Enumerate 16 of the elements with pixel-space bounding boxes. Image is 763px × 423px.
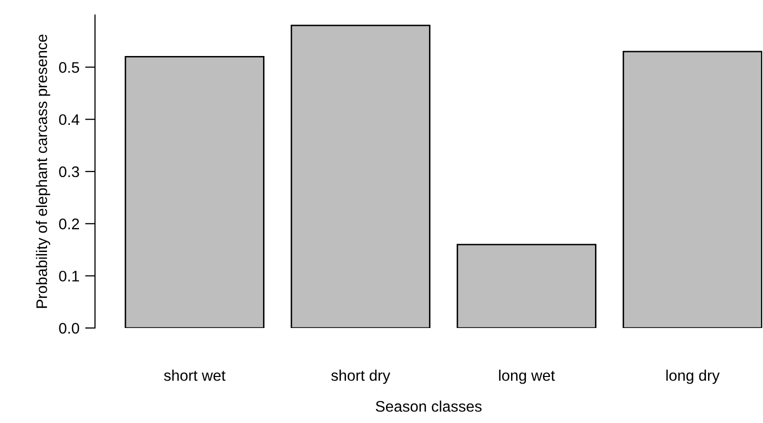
y-tick-label: 0.5 xyxy=(59,62,80,73)
x-tick-label: long wet xyxy=(499,370,555,384)
y-tick-label: 0.2 xyxy=(59,218,79,230)
bar xyxy=(456,244,596,328)
y-tick-label: 0.0 xyxy=(59,322,80,334)
y-tick-label: 0.3 xyxy=(59,166,80,178)
bar xyxy=(124,56,264,328)
bar xyxy=(622,50,762,328)
x-tick-label: short wet xyxy=(164,370,226,381)
y-tick-label: 0.4 xyxy=(59,114,80,126)
bar xyxy=(290,24,430,328)
x-tick-label: short dry xyxy=(331,370,390,384)
y-tick-label: 0.1 xyxy=(59,270,79,282)
x-axis-title: Season classes xyxy=(376,400,482,412)
x-tick-label: long dry xyxy=(666,370,720,384)
y-axis-title: Probability of elephant carcass presence xyxy=(36,34,50,308)
